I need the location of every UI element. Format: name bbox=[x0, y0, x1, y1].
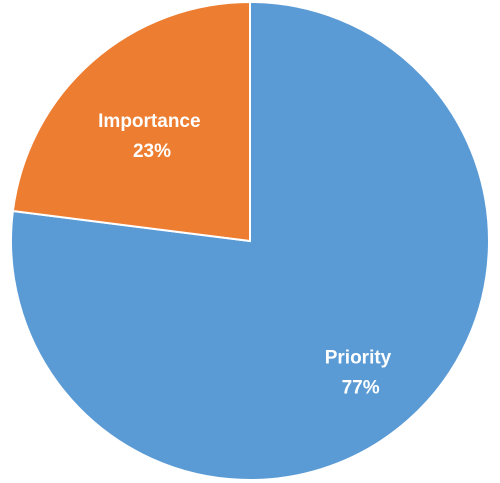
pie-slices bbox=[10, 0, 490, 481]
pie-slice-importance bbox=[11, 0, 251, 243]
slice-percent-priority: 77% bbox=[342, 377, 380, 398]
slice-percent-importance: 23% bbox=[133, 141, 171, 162]
slice-name-priority: Priority bbox=[325, 347, 392, 368]
slice-label-priority: Priority 77% bbox=[325, 347, 397, 398]
pie-labels: Priority 77% Importance 23% bbox=[98, 111, 397, 399]
slice-name-importance: Importance bbox=[98, 111, 200, 132]
slice-label-importance: Importance 23% bbox=[98, 111, 206, 162]
